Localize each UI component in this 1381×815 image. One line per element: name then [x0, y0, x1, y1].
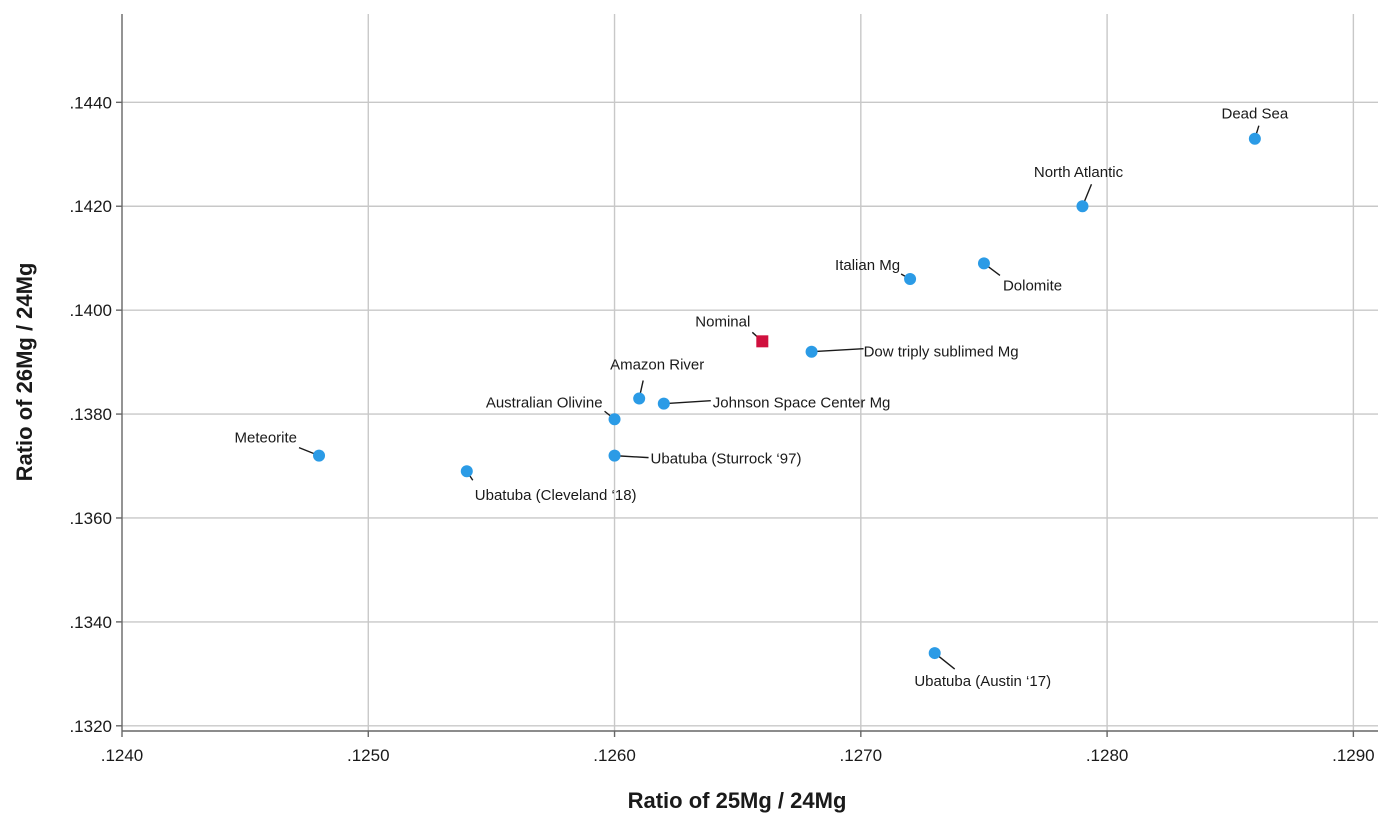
nominal-point-marker: [756, 335, 769, 348]
axes: [116, 14, 1378, 737]
sample-point-marker: [904, 272, 917, 285]
x-tick-label: .1270: [840, 746, 883, 765]
point-label: Italian Mg: [835, 257, 900, 274]
label-leader-line: [811, 348, 864, 353]
sample-point-marker: [805, 345, 818, 358]
sample-point-marker: [1248, 132, 1261, 145]
x-tick-label: .1290: [1332, 746, 1375, 765]
point-label: Johnson Space Center Mg: [713, 395, 891, 412]
y-tick-label: .1320: [69, 717, 112, 736]
x-tick-label: .1240: [101, 746, 144, 765]
point-label: Australian Olivine: [486, 394, 603, 411]
point-label: Ubatuba (Cleveland ‘18): [475, 487, 637, 504]
x-tick-label: .1280: [1086, 746, 1129, 765]
point-label: Nominal: [695, 313, 750, 330]
sample-point-marker: [1076, 200, 1089, 213]
data-points: [313, 132, 1261, 660]
x-tick-labels: .1240 .1250 .1260 .1270 .1280 .1290: [101, 746, 1375, 765]
x-axis-title: Ratio of 25Mg / 24Mg: [628, 788, 847, 813]
y-tick-label: .1340: [69, 613, 112, 632]
sample-point-marker: [977, 257, 990, 270]
label-leader-line: [663, 399, 711, 405]
sample-point-marker: [657, 397, 670, 410]
y-tick-label: .1440: [69, 93, 112, 112]
point-label: Dead Sea: [1222, 106, 1289, 123]
sample-point-marker: [460, 465, 473, 478]
x-tick-label: .1260: [593, 746, 636, 765]
y-tick-label: .1400: [69, 301, 112, 320]
point-label: Ubatuba (Austin ‘17): [914, 673, 1051, 690]
sample-point-marker: [928, 647, 941, 660]
point-label: Ubatuba (Sturrock ‘97): [651, 451, 802, 468]
point-label: Meteorite: [234, 430, 297, 447]
y-tick-label: .1380: [69, 405, 112, 424]
y-tick-labels: .1320 .1340 .1360 .1380 .1400 .1420 .1440: [69, 93, 112, 735]
y-axis-title: Ratio of 26Mg / 24Mg: [12, 263, 37, 482]
x-tick-label: .1250: [347, 746, 390, 765]
y-tick-label: .1360: [69, 509, 112, 528]
sample-point-marker: [633, 392, 646, 405]
point-label: North Atlantic: [1034, 164, 1124, 181]
point-label: Amazon River: [610, 356, 704, 373]
point-label: Dow triply sublimed Mg: [864, 344, 1019, 361]
y-tick-label: .1420: [69, 197, 112, 216]
point-labels: Dead Sea North Atlantic Italian Mg Dolomite…: [234, 106, 1288, 690]
grid: [122, 14, 1378, 731]
sample-point-marker: [313, 449, 326, 462]
sample-point-marker: [608, 449, 621, 462]
point-label: Dolomite: [1003, 277, 1062, 294]
sample-point-marker: [608, 413, 621, 426]
